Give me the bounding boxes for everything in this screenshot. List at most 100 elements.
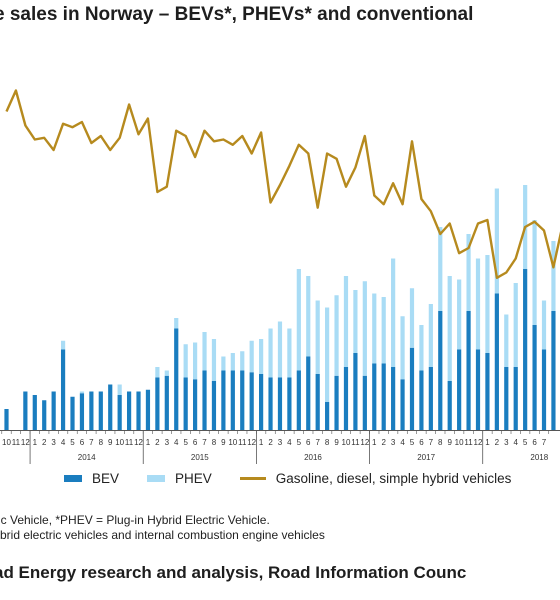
bar-bev <box>428 367 433 430</box>
bar-bev <box>391 367 396 430</box>
x-tick-label: 8 <box>325 438 330 447</box>
x-tick-label: 11 <box>464 438 473 447</box>
year-label: 2016 <box>304 453 322 462</box>
bar-bev <box>51 391 56 430</box>
legend: BEV PHEV Gasoline, diesel, simple hybrid… <box>64 466 539 490</box>
x-tick-label: 8 <box>99 438 104 447</box>
bar-bev <box>485 353 490 430</box>
bar-phev <box>268 328 273 378</box>
bar-bev <box>372 363 377 430</box>
bar-phev <box>277 321 283 378</box>
legend-item-phev: PHEV <box>147 471 212 486</box>
legend-swatch-conventional <box>239 476 266 480</box>
x-tick-label: 6 <box>532 438 537 447</box>
x-tick-label: 1 <box>485 438 490 447</box>
x-tick-label: 11 <box>12 438 21 447</box>
bar-phev <box>447 276 452 381</box>
bar-group <box>4 185 556 430</box>
bar-phev <box>193 342 198 380</box>
bar-bev <box>447 381 452 430</box>
year-label: 2015 <box>191 453 209 462</box>
x-tick-label: 7 <box>429 438 434 447</box>
x-tick-label: 7 <box>89 438 94 447</box>
bar-bev <box>532 325 537 430</box>
bar-phev <box>60 340 66 350</box>
bar-phev <box>541 300 547 350</box>
bar-bev <box>211 381 217 430</box>
bar-phev <box>381 297 386 364</box>
x-tick-label: 11 <box>125 438 134 447</box>
bar-phev <box>438 227 443 311</box>
bar-bev <box>32 395 37 430</box>
bar-phev <box>457 279 462 350</box>
x-tick-label: 4 <box>513 438 518 447</box>
x-tick-label: 7 <box>315 438 320 447</box>
bar-bev <box>334 375 339 430</box>
bar-phev <box>183 344 188 378</box>
bar-bev <box>117 395 122 430</box>
bar-bev <box>145 389 151 430</box>
bar-bev <box>381 363 386 430</box>
bar-bev <box>504 367 509 430</box>
bar-bev <box>325 402 330 430</box>
bar-bev <box>193 379 198 430</box>
bar-bev <box>136 391 141 430</box>
year-label: 2014 <box>78 453 96 462</box>
bar-phev <box>79 391 85 394</box>
x-tick-label: 9 <box>334 438 339 447</box>
x-axis <box>0 430 560 464</box>
bar-bev <box>475 349 481 430</box>
legend-label-conventional: Gasoline, diesel, simple hybrid vehicles <box>275 470 512 486</box>
bar-phev <box>155 367 160 378</box>
x-tick-label: 2 <box>381 438 386 447</box>
x-tick-label: 1 <box>33 438 38 447</box>
bar-bev <box>400 379 405 430</box>
chart-title: e sales in Norway – BEVs*, PHEVs* and co… <box>0 4 474 25</box>
x-tick-label: 5 <box>523 438 528 447</box>
legend-swatch-bev <box>64 474 82 482</box>
bar-phev <box>334 295 339 376</box>
bar-phev <box>315 300 320 374</box>
bar-bev <box>126 391 132 430</box>
x-tick-label: 3 <box>278 438 283 447</box>
x-tick-label: 3 <box>51 438 56 447</box>
bar-bev <box>315 374 320 430</box>
bar-phev <box>296 269 301 371</box>
bar-phev <box>164 370 169 376</box>
legend-item-bev: BEV <box>64 471 119 486</box>
bar-phev <box>306 276 311 357</box>
footnote-1: ric Vehicle, *PHEV = Plug-in Hybrid Elec… <box>0 513 270 527</box>
bar-phev <box>249 340 254 373</box>
bar-bev <box>230 370 235 430</box>
x-tick-label: 12 <box>360 438 369 447</box>
x-tick-label: 12 <box>134 438 143 447</box>
x-tick-label: 12 <box>247 438 256 447</box>
x-tick-label: 2 <box>268 438 273 447</box>
bar-bev <box>108 384 113 430</box>
year-label: 2018 <box>530 453 548 462</box>
bar-phev <box>353 290 358 353</box>
bar-bev <box>60 349 66 430</box>
bar-phev <box>532 220 537 325</box>
bar-bev <box>89 391 94 430</box>
line-conventional <box>5 89 560 279</box>
x-tick-label: 6 <box>80 438 85 447</box>
footnotes: ric Vehicle, *PHEV = Plug-in Hybrid Elec… <box>0 513 325 543</box>
bar-bev <box>268 377 273 430</box>
bar-bev <box>98 391 103 430</box>
x-tick-label: 4 <box>287 438 292 447</box>
x-tick-label: 9 <box>221 438 226 447</box>
bar-bev <box>353 353 358 430</box>
year-labels: 2014 2015 2016 2017 2018 <box>78 453 549 462</box>
bar-phev <box>343 276 349 367</box>
bar-phev <box>400 316 405 380</box>
x-tick-labels: 10 11 12 1 2 3 4 5 6 7 8 9 10 11 12 1 2 3 4 5 6 7 8 9 10 11 12 1 2 3 4… <box>2 438 547 447</box>
bar-phev <box>117 384 122 395</box>
bar-phev <box>513 283 518 367</box>
bar-bev <box>362 375 367 430</box>
bar-phev <box>485 255 490 353</box>
x-tick-label: 5 <box>297 438 302 447</box>
x-tick-label: 10 <box>342 438 351 447</box>
bar-phev <box>287 328 292 378</box>
bar-phev <box>419 325 424 371</box>
